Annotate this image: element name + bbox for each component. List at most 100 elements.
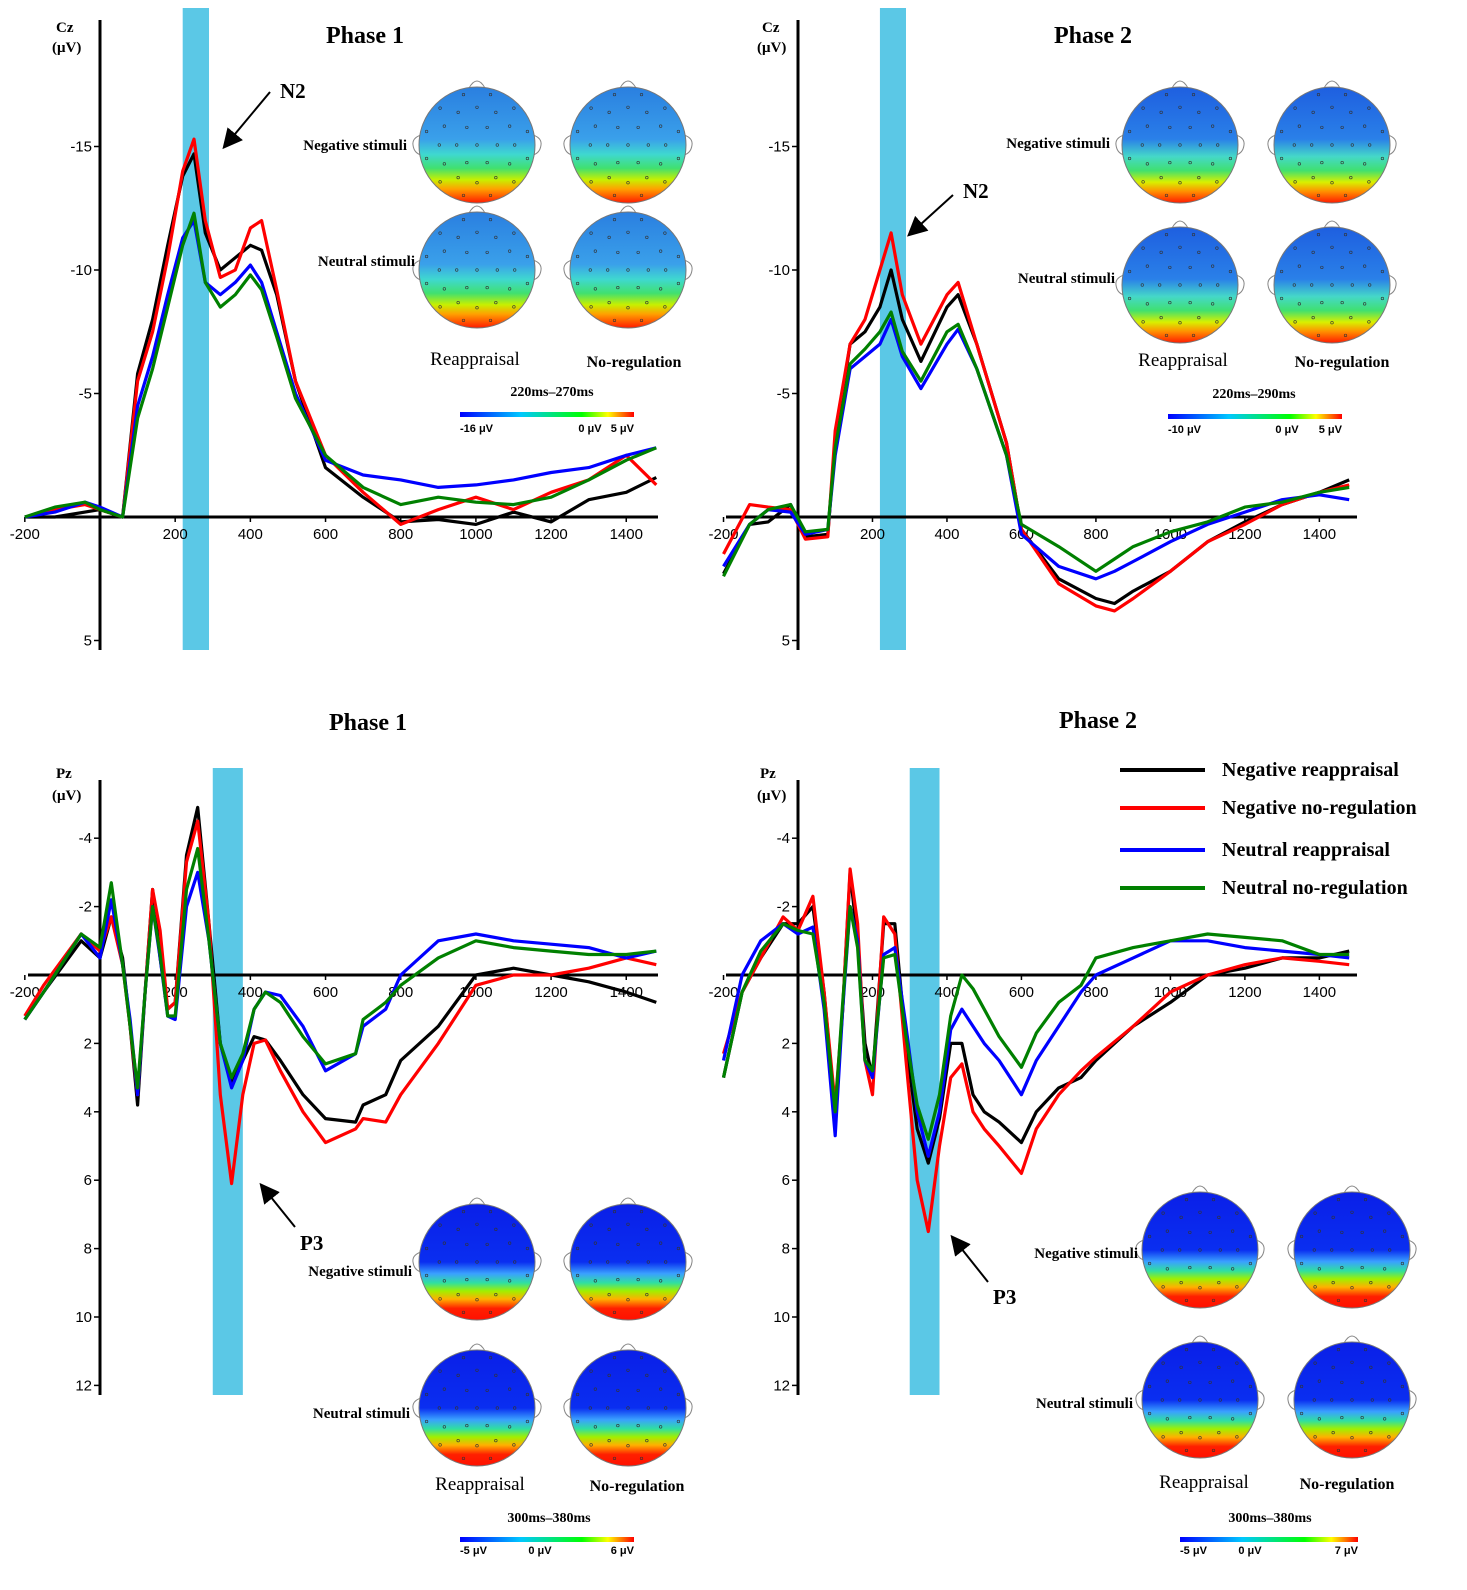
colorbar-max-label: 6 μV	[611, 1545, 635, 1557]
electrode	[1178, 1248, 1182, 1252]
electrode	[1330, 321, 1334, 325]
electrode	[593, 1241, 597, 1245]
electrode	[1168, 300, 1172, 305]
electrode	[1380, 129, 1385, 134]
electrode	[616, 160, 620, 165]
electrode	[1145, 302, 1149, 306]
y-tick-label: -4	[79, 830, 92, 847]
electrode	[1279, 129, 1284, 134]
electrode	[636, 285, 640, 290]
electrode	[616, 1423, 620, 1428]
electrode	[1198, 1360, 1202, 1364]
electrode	[465, 1423, 469, 1428]
y-tick-label: -15	[70, 139, 92, 156]
y-tick-label: -15	[768, 139, 790, 156]
electrode	[1140, 283, 1144, 287]
electrode	[495, 1260, 499, 1264]
electrode	[1211, 302, 1215, 306]
electrode	[1191, 92, 1196, 97]
ear-right	[532, 1251, 542, 1273]
colorbar-zero-label: 0 μV	[1238, 1545, 1262, 1557]
scalp-map	[1293, 1191, 1411, 1309]
electrode	[1236, 1248, 1240, 1252]
panel-title: Phase 1	[329, 710, 407, 736]
electrode	[593, 1387, 597, 1391]
series-line-neu_noreg	[722, 310, 1350, 578]
colorbar	[1168, 414, 1342, 419]
electrode	[1211, 1448, 1216, 1453]
electrode	[589, 1223, 593, 1227]
electrode	[424, 1273, 429, 1278]
nose	[619, 1197, 637, 1206]
x-tick-label: 400	[934, 526, 959, 543]
electrode	[607, 176, 611, 180]
y-tick-label: 4	[782, 1104, 790, 1121]
scalp-map	[1141, 1191, 1259, 1309]
y-tick-label: 5	[782, 633, 790, 650]
electrode	[494, 1293, 498, 1297]
electrode	[442, 1387, 446, 1391]
electrode	[455, 143, 459, 147]
electrode	[1383, 1267, 1387, 1271]
x-tick-label: 1200	[1228, 984, 1261, 1001]
electrode	[575, 1246, 580, 1251]
colorbar-min-label: -16 μV	[460, 423, 494, 435]
electrode	[1145, 264, 1149, 268]
electrode	[593, 287, 597, 291]
colorbar	[460, 1537, 634, 1542]
electrode	[475, 1222, 479, 1226]
electrode	[659, 162, 663, 166]
electrode	[1179, 1431, 1183, 1435]
ear-right	[532, 259, 542, 281]
ear-right	[1407, 1389, 1417, 1411]
electrode	[1165, 1229, 1169, 1233]
legend-label: Negative reappraisal	[1222, 759, 1399, 781]
electrode	[1317, 1417, 1321, 1421]
electrode	[1367, 246, 1371, 250]
x-tick-label: -200	[10, 526, 40, 543]
electrode	[1340, 300, 1344, 305]
electrode	[1178, 105, 1182, 109]
electrode	[659, 124, 663, 128]
scalp-map	[569, 1349, 687, 1467]
electrode	[1336, 1197, 1341, 1202]
electrode	[1184, 1197, 1189, 1202]
electrode	[636, 250, 640, 255]
ear-right	[532, 134, 542, 156]
colorbar-min-label: -5 μV	[1180, 1545, 1208, 1557]
electrode	[626, 1222, 630, 1226]
y-tick-label: 8	[782, 1241, 790, 1258]
electrode	[1380, 269, 1385, 274]
nose	[1323, 220, 1341, 229]
topo-map	[563, 1343, 693, 1467]
electrode	[461, 217, 466, 222]
electrode	[1369, 1365, 1373, 1369]
electrode	[512, 1223, 516, 1227]
electrode	[1228, 129, 1233, 134]
electrode	[1159, 110, 1163, 114]
electrode	[676, 254, 681, 259]
electrode	[1349, 316, 1353, 320]
y-tick-label: -4	[777, 830, 790, 847]
electrode	[1387, 1211, 1391, 1215]
electrode	[1188, 160, 1192, 165]
electrode	[1198, 1286, 1202, 1290]
electrode	[1330, 1248, 1334, 1252]
electrode	[494, 1227, 498, 1231]
electrode	[626, 1406, 630, 1410]
nose	[1191, 1335, 1209, 1344]
electrode	[1159, 250, 1163, 254]
topo-col-label: Reappraisal	[1159, 1472, 1249, 1493]
electrode	[424, 254, 429, 259]
electrode	[639, 193, 644, 198]
electrode	[588, 268, 592, 272]
electrode	[508, 1279, 512, 1283]
electrode	[639, 318, 644, 323]
electrode	[438, 180, 442, 184]
electrode	[612, 1456, 617, 1461]
electrode	[1363, 1448, 1368, 1453]
scalp-map	[418, 1349, 536, 1467]
electrode	[676, 1246, 681, 1251]
electrode	[1248, 1384, 1253, 1389]
